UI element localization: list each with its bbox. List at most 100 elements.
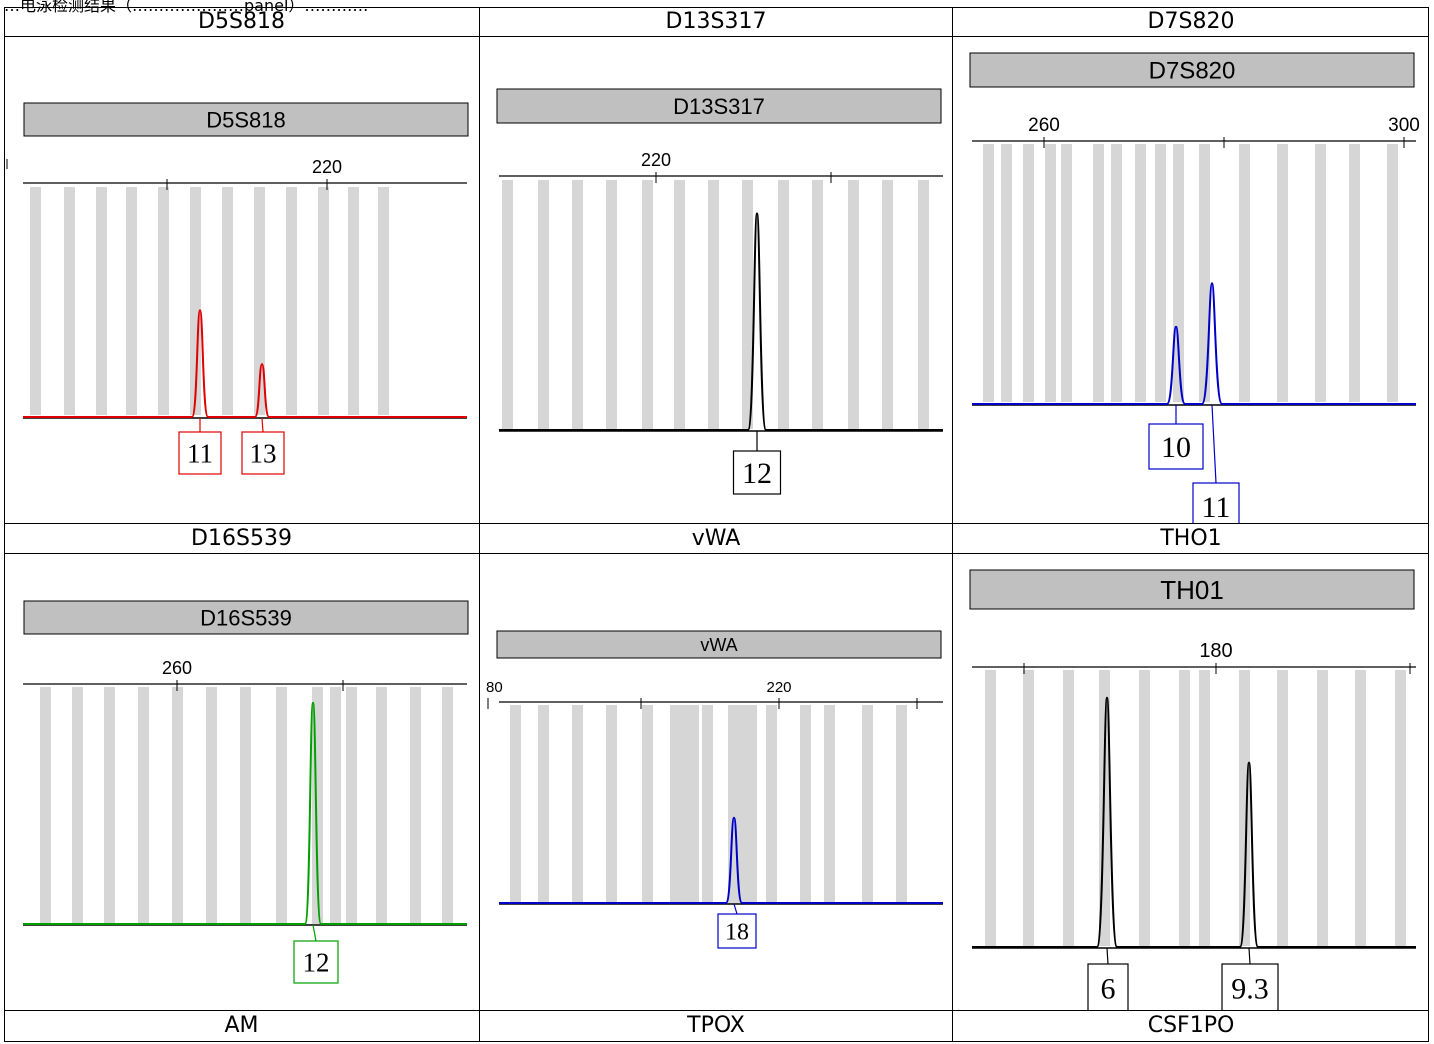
signal-trace [23, 309, 467, 418]
panel-d5s818: D5S818 220 11 13 [5, 37, 479, 523]
allele-call-box [1192, 482, 1240, 523]
bin-band [1277, 670, 1288, 946]
bin-band [318, 187, 329, 415]
allele-call-box [1087, 963, 1129, 1010]
bin-band [206, 687, 217, 924]
bin-band [678, 705, 689, 904]
axis-tick-label: 220 [766, 679, 791, 696]
bin-band [158, 187, 169, 415]
bin-band [812, 180, 823, 429]
bin-band [1023, 144, 1034, 402]
bin-band [1139, 670, 1150, 946]
bin-band [674, 180, 685, 429]
allele-call-box [1221, 963, 1279, 1010]
bin-band [72, 687, 83, 924]
axis-tick-label: 220 [641, 150, 671, 170]
bin-band [190, 187, 201, 415]
axis-tick-label: 220 [312, 157, 342, 177]
locus-title-bar [23, 600, 469, 635]
bin-band [606, 180, 617, 429]
bin-band [64, 187, 75, 415]
header-d5s818: D5S818 [198, 9, 285, 34]
grid-divider-row-3 [4, 553, 1429, 554]
bin-band [276, 687, 287, 924]
bin-band [442, 687, 453, 924]
panel-d16s539: D16S539 260 12 [5, 554, 479, 1010]
axis-tick-label: 260 [162, 658, 192, 678]
locus-title: vWA [700, 635, 737, 655]
epg-d7s820: D7S820 260 300 10 11 [969, 52, 1420, 523]
bin-band [30, 187, 41, 415]
allele-call-label: 11 [1202, 491, 1231, 523]
axis-tick-label: 80 [486, 679, 503, 696]
bin-band [606, 705, 617, 904]
epg-th01: TH01 180 6 9.3 [969, 569, 1416, 1010]
bin-band [702, 705, 713, 904]
bin-band [1395, 670, 1406, 946]
bin-band [126, 187, 137, 415]
bin-band [848, 180, 859, 429]
bin-band [330, 687, 341, 924]
bin-band [240, 687, 251, 924]
bin-band [378, 187, 389, 415]
bin-band [1023, 670, 1034, 946]
allele-call-label: 6 [1101, 973, 1116, 1006]
header-am: AM [224, 1013, 259, 1038]
axis-tick-label: 300 [1388, 115, 1420, 136]
header-d7s820: D7S820 [1147, 9, 1235, 34]
bin-band [1111, 144, 1122, 402]
allele-call-box [1148, 423, 1204, 470]
bin-band [1239, 670, 1250, 946]
allele-call-label: 18 [725, 919, 749, 945]
epg-d13s317: D13S317 220 12 [496, 88, 943, 495]
bin-band [172, 687, 183, 924]
allele-call-box [732, 450, 782, 495]
header-d13s317: D13S317 [665, 9, 767, 34]
locus-title: D13S317 [673, 94, 765, 119]
epg-d5s818: D5S818 220 11 13 [6, 102, 469, 475]
bin-band [708, 180, 719, 429]
bin-band [1173, 144, 1184, 402]
bin-band [538, 180, 549, 429]
allele-call-label: 13 [250, 438, 277, 468]
allele-call-box [178, 431, 222, 475]
bin-band [1061, 144, 1072, 402]
bin-band [346, 687, 357, 924]
grid-divider-col-2 [952, 7, 953, 1042]
grid-divider-row-4 [4, 1010, 1429, 1011]
bin-band [538, 705, 549, 904]
allele-call-label: 9.3 [1231, 973, 1269, 1006]
panel-d7s820: D7S820 260 300 10 11 [954, 37, 1429, 523]
bin-band [738, 705, 749, 904]
bin-band [1199, 670, 1210, 946]
bin-band [1155, 144, 1166, 402]
bin-band [728, 705, 739, 904]
bin-band [778, 180, 789, 429]
bin-band [40, 687, 51, 924]
bin-band [1063, 670, 1074, 946]
bin-band [882, 180, 893, 429]
header-vwa: vWA [691, 526, 741, 551]
grid-divider-row-2 [4, 523, 1429, 524]
header-csf1po: CSF1PO [1147, 1013, 1235, 1038]
allele-call-label: 12 [303, 947, 330, 977]
bin-band [1001, 144, 1012, 402]
bin-band [286, 187, 297, 415]
bin-band [766, 705, 777, 904]
bin-band [642, 180, 653, 429]
allele-call-leader [261, 417, 264, 433]
allele-call-box [293, 940, 339, 984]
header-d16s539: D16S539 [191, 526, 292, 551]
bin-band [1093, 144, 1104, 402]
allele-call-box [717, 913, 757, 949]
allele-call-box [241, 431, 285, 475]
results-grid: D5S818 D13S317 D7S820 D16S539 vWA THO1 A… [4, 7, 1429, 1042]
bin-band [376, 687, 387, 924]
allele-call-leader [1106, 947, 1109, 965]
bin-band [222, 187, 233, 415]
bin-band [800, 705, 811, 904]
allele-call-leader [733, 903, 738, 915]
locus-title-bar [496, 88, 942, 124]
epg-vwa: vWA 80 220 18 [486, 630, 943, 949]
signal-trace [972, 282, 1416, 405]
